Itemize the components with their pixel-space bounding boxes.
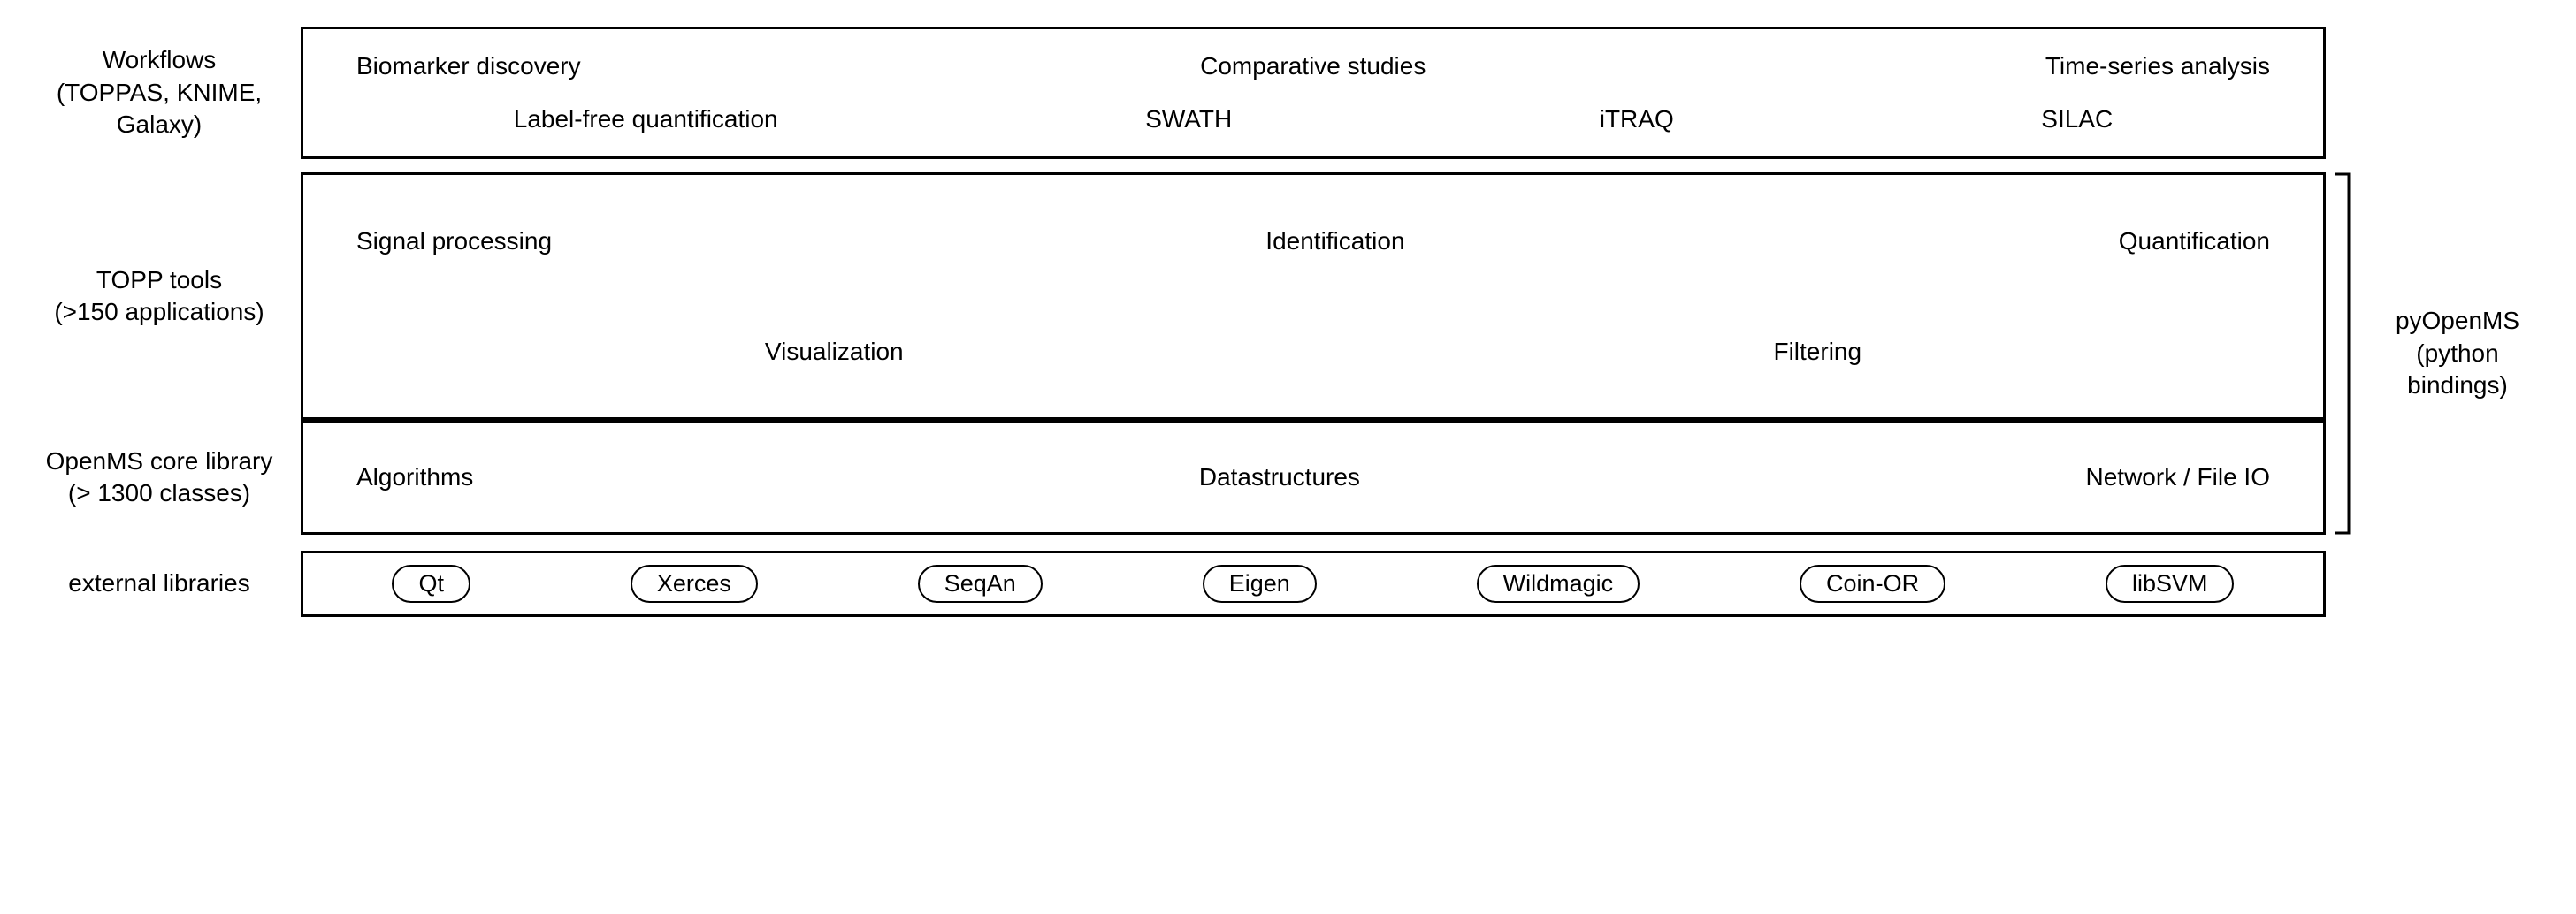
layer-item: Biomarker discovery bbox=[356, 52, 581, 80]
layer-item: Quantification bbox=[2119, 227, 2270, 255]
pill-item: Eigen bbox=[1203, 565, 1317, 603]
layer-item: Identification bbox=[1265, 227, 1404, 255]
layer-item: SWATH bbox=[1145, 105, 1232, 133]
layer-label-external: external libraries bbox=[27, 551, 301, 617]
layer-item: Datastructures bbox=[1199, 463, 1360, 491]
layer-item: Comparative studies bbox=[1200, 52, 1426, 80]
right-column: pyOpenMS (python bindings) bbox=[2326, 27, 2547, 617]
layer-item: Filtering bbox=[1773, 338, 1861, 366]
pill-item: Wildmagic bbox=[1477, 565, 1640, 603]
layer-row: Signal processing Identification Quantif… bbox=[330, 227, 2297, 255]
pill-item: Qt bbox=[392, 565, 470, 603]
layer-item: SILAC bbox=[2041, 105, 2113, 133]
architecture-diagram: Workflows (TOPPAS, KNIME, Galaxy) TOPP t… bbox=[27, 27, 2547, 617]
pill-item: Coin-OR bbox=[1800, 565, 1945, 603]
layer-row: Label-free quantification SWATH iTRAQ SI… bbox=[330, 105, 2297, 133]
label-subtext: (TOPPAS, KNIME, Galaxy) bbox=[27, 77, 292, 141]
layer-box-workflows: Biomarker discovery Comparative studies … bbox=[301, 27, 2326, 159]
pill-item: SeqAn bbox=[918, 565, 1043, 603]
label-subtext: (>150 applications) bbox=[54, 296, 264, 328]
layer-row: Algorithms Datastructures Network / File… bbox=[330, 463, 2297, 491]
pill-item: Xerces bbox=[631, 565, 758, 603]
pyopenms-annotation: pyOpenMS (python bindings) bbox=[2333, 172, 2547, 535]
layer-box-core: Algorithms Datastructures Network / File… bbox=[301, 420, 2326, 535]
bracket-icon bbox=[2333, 172, 2356, 535]
label-text: OpenMS core library bbox=[46, 446, 273, 477]
pill-item: libSVM bbox=[2106, 565, 2235, 603]
layer-item: iTRAQ bbox=[1600, 105, 1674, 133]
label-text: Workflows bbox=[103, 44, 217, 76]
layer-box-external: Qt Xerces SeqAn Eigen Wildmagic Coin-OR … bbox=[301, 551, 2326, 617]
annotation-text: pyOpenMS bbox=[2368, 305, 2547, 337]
layer-row: Biomarker discovery Comparative studies … bbox=[330, 52, 2297, 80]
layer-row: Visualization Filtering bbox=[330, 338, 2297, 366]
layer-item: Label-free quantification bbox=[514, 105, 778, 133]
layer-label-core: OpenMS core library (> 1300 classes) bbox=[27, 420, 301, 535]
annotation-subtext: (python bindings) bbox=[2368, 338, 2547, 402]
layer-item: Time-series analysis bbox=[2045, 52, 2270, 80]
main-column: Biomarker discovery Comparative studies … bbox=[301, 27, 2326, 617]
layer-item: Visualization bbox=[765, 338, 904, 366]
labels-column: Workflows (TOPPAS, KNIME, Galaxy) TOPP t… bbox=[27, 27, 301, 617]
label-text: TOPP tools bbox=[96, 264, 222, 296]
layer-item: Algorithms bbox=[356, 463, 473, 491]
layer-item: Signal processing bbox=[356, 227, 552, 255]
layer-item: Network / File IO bbox=[2086, 463, 2270, 491]
layer-box-topp: Signal processing Identification Quantif… bbox=[301, 172, 2326, 420]
layer-label-workflows: Workflows (TOPPAS, KNIME, Galaxy) bbox=[27, 27, 301, 159]
layer-label-topp: TOPP tools (>150 applications) bbox=[27, 172, 301, 420]
label-subtext: (> 1300 classes) bbox=[68, 477, 250, 509]
pill-row: Qt Xerces SeqAn Eigen Wildmagic Coin-OR … bbox=[321, 565, 2305, 603]
label-text: external libraries bbox=[68, 567, 249, 599]
bracket-label: pyOpenMS (python bindings) bbox=[2368, 305, 2547, 401]
